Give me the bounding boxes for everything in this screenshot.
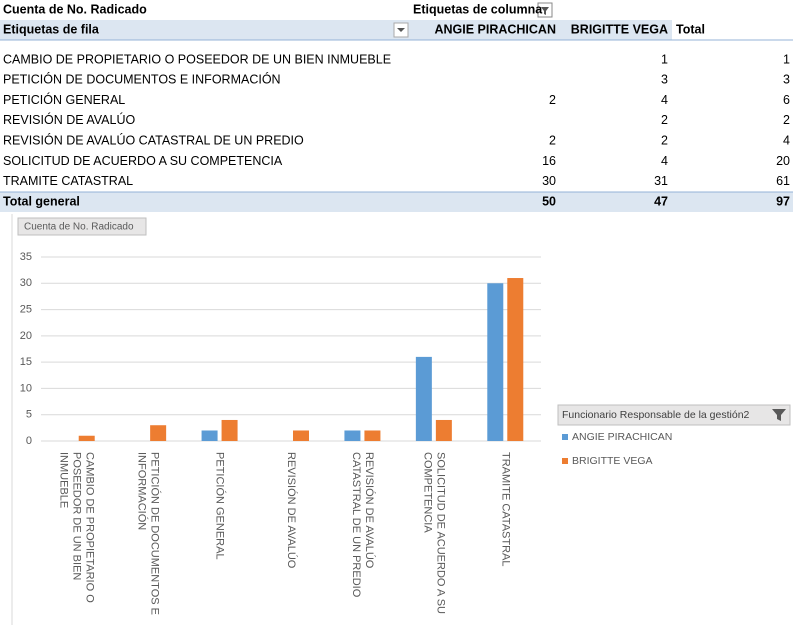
bar bbox=[78, 435, 95, 441]
x-tick-label: CAMBIO DE PROPIETARIO OPOSEEDOR DE UN BI… bbox=[58, 452, 96, 603]
table-title: Cuenta de No. Radicado bbox=[3, 2, 147, 16]
value-cell: 4 bbox=[661, 93, 668, 107]
row-label: PETICIÓN DE DOCUMENTOS E INFORMACIÓN bbox=[3, 72, 281, 87]
value-cell: 3 bbox=[783, 73, 790, 87]
row-label: REVISIÓN DE AVALÚO CATASTRAL DE UN PREDI… bbox=[3, 132, 304, 147]
chart-title-button[interactable] bbox=[17, 217, 147, 236]
row-label: Total general bbox=[3, 194, 80, 208]
y-tick-label: 20 bbox=[20, 330, 32, 342]
header-fill bbox=[0, 20, 672, 40]
value-cell: 97 bbox=[776, 194, 790, 208]
value-cell: 2 bbox=[549, 133, 556, 147]
legend-filter-icon bbox=[772, 409, 786, 421]
y-tick-label: 0 bbox=[26, 435, 32, 447]
value-cell: 2 bbox=[661, 133, 668, 147]
y-tick-label: 25 bbox=[20, 303, 32, 315]
header-cell: Etiquetas de fila bbox=[3, 22, 100, 36]
legend-swatch bbox=[562, 434, 568, 440]
row-label: CAMBIO DE PROPIETARIO O POSEEDOR DE UN B… bbox=[3, 52, 391, 66]
y-tick-label: 10 bbox=[20, 382, 32, 394]
column-label: Etiquetas de columna bbox=[413, 2, 543, 16]
row-label: REVISIÓN DE AVALÚO bbox=[3, 112, 135, 127]
y-tick-label: 5 bbox=[26, 409, 32, 421]
x-tick-label: PETICIÓN DE DOCUMENTOS EINFORMACIÓN bbox=[136, 452, 162, 615]
value-cell: 6 bbox=[783, 93, 790, 107]
bar bbox=[150, 425, 167, 441]
bar bbox=[344, 430, 361, 441]
bar bbox=[293, 430, 309, 441]
chart-title: Cuenta de No. Radicado bbox=[24, 222, 134, 233]
legend-label: BRIGITTE VEGA bbox=[572, 455, 653, 467]
row-label: TRAMITE CATASTRAL bbox=[3, 174, 133, 188]
value-cell: 4 bbox=[783, 133, 790, 147]
y-tick-label: 30 bbox=[20, 277, 32, 289]
x-tick-label: REVISIÓN DE AVALÚO bbox=[285, 452, 298, 569]
bar bbox=[507, 278, 524, 441]
filter-icon bbox=[541, 7, 549, 15]
legend-label: ANGIE PIRACHICAN bbox=[572, 431, 672, 443]
x-tick-label: SOLICITUD DE ACUERDO A SUCOMPETENCIA bbox=[421, 452, 446, 614]
bar bbox=[415, 356, 432, 441]
y-tick-label: 35 bbox=[20, 251, 32, 263]
bar bbox=[364, 430, 381, 441]
legend-title-button[interactable] bbox=[557, 404, 791, 426]
row-label: PETICIÓN GENERAL bbox=[3, 92, 125, 107]
y-tick-label: 15 bbox=[20, 356, 32, 368]
dropdown-icon bbox=[397, 28, 405, 32]
value-cell: 30 bbox=[542, 174, 556, 188]
bar bbox=[221, 419, 238, 441]
header-cell: Total bbox=[676, 22, 705, 36]
bar bbox=[487, 283, 504, 441]
bar bbox=[201, 430, 218, 441]
value-cell: 3 bbox=[661, 73, 668, 87]
value-cell: 20 bbox=[776, 154, 790, 168]
value-cell: 1 bbox=[661, 52, 668, 66]
value-cell: 16 bbox=[542, 154, 556, 168]
x-tick-label: TRAMITE CATASTRAL bbox=[499, 452, 511, 567]
value-cell: 2 bbox=[661, 113, 668, 127]
row-label: SOLICITUD DE ACUERDO A SU COMPETENCIA bbox=[3, 154, 283, 168]
total-fill bbox=[0, 192, 793, 212]
x-tick-label: PETICIÓN GENERAL bbox=[214, 452, 227, 560]
value-cell: 1 bbox=[783, 52, 790, 66]
value-cell: 61 bbox=[776, 174, 790, 188]
value-cell: 4 bbox=[661, 154, 668, 168]
x-tick-label: REVISIÓN DE AVALÚOCATASTRAL DE UN PREDIO bbox=[350, 452, 376, 598]
header-cell: ANGIE PIRACHICAN bbox=[434, 22, 556, 36]
header-cell: BRIGITTE VEGA bbox=[571, 22, 668, 36]
value-cell: 47 bbox=[654, 194, 668, 208]
legend-swatch bbox=[562, 458, 568, 464]
value-cell: 2 bbox=[549, 93, 556, 107]
value-cell: 2 bbox=[783, 113, 790, 127]
value-cell: 50 bbox=[542, 194, 556, 208]
legend-title: Funcionario Responsable de la gestión2 bbox=[562, 409, 750, 421]
column-label-cell bbox=[410, 0, 560, 20]
value-cell: 31 bbox=[654, 174, 668, 188]
bar bbox=[435, 419, 452, 441]
